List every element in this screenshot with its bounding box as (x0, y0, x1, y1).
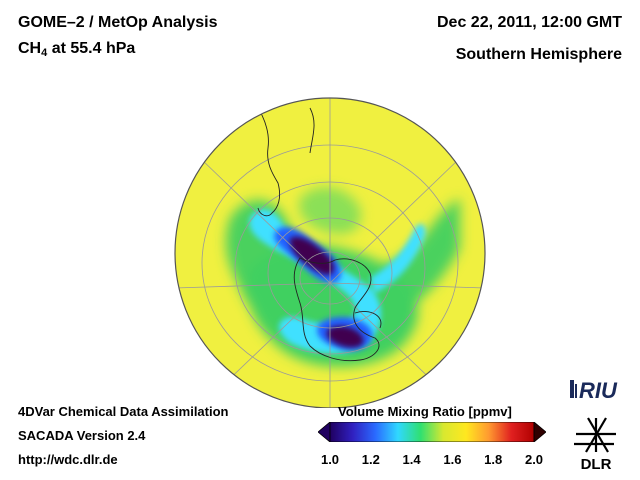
colorbar-right-arrow (533, 421, 547, 443)
pressure-level: at 55.4 hPa (51, 40, 136, 57)
analysis-datetime: Dec 22, 2011, 12:00 GMT (437, 14, 622, 31)
riu-logo-text: RIU (579, 378, 618, 403)
dlr-logo: DLR (566, 414, 626, 474)
polar-map (160, 88, 500, 409)
title-species-level: CH4 at 55.4 hPa (18, 40, 135, 59)
field-dark (289, 236, 364, 348)
colorbar-svg (317, 421, 547, 443)
colorbar-left-arrow (317, 421, 331, 443)
species-subscript: 4 (41, 47, 48, 59)
colorbar-tick-label: 1.2 (361, 452, 380, 467)
colorbar-tick-label: 1.4 (402, 452, 421, 467)
footer-version: SACADA Version 2.4 (18, 428, 146, 443)
colorbar-tick-label: 1.6 (443, 452, 462, 467)
footer-url[interactable]: http://wdc.dlr.de (18, 452, 118, 467)
colorbar-tick-label: 2.0 (524, 452, 544, 467)
graticule (175, 98, 485, 408)
footer-method: 4DVar Chemical Data Assimilation (18, 404, 229, 419)
species-prefix: CH (18, 40, 42, 57)
colorbar-gradient (329, 421, 535, 443)
dlr-logo-text: DLR (581, 456, 612, 473)
colorbar-title: Volume Mixing Ratio [ppmv] (338, 404, 512, 419)
region-label: Southern Hemisphere (455, 46, 622, 63)
colorbar-tick-label: 1.0 (320, 452, 340, 467)
title-analysis: GOME–2 / MetOp Analysis (18, 14, 218, 31)
map-svg (174, 97, 486, 409)
colorbar-tick-label: 1.8 (484, 452, 503, 467)
colorbar (317, 421, 547, 443)
riu-logo: RIU (568, 374, 628, 404)
